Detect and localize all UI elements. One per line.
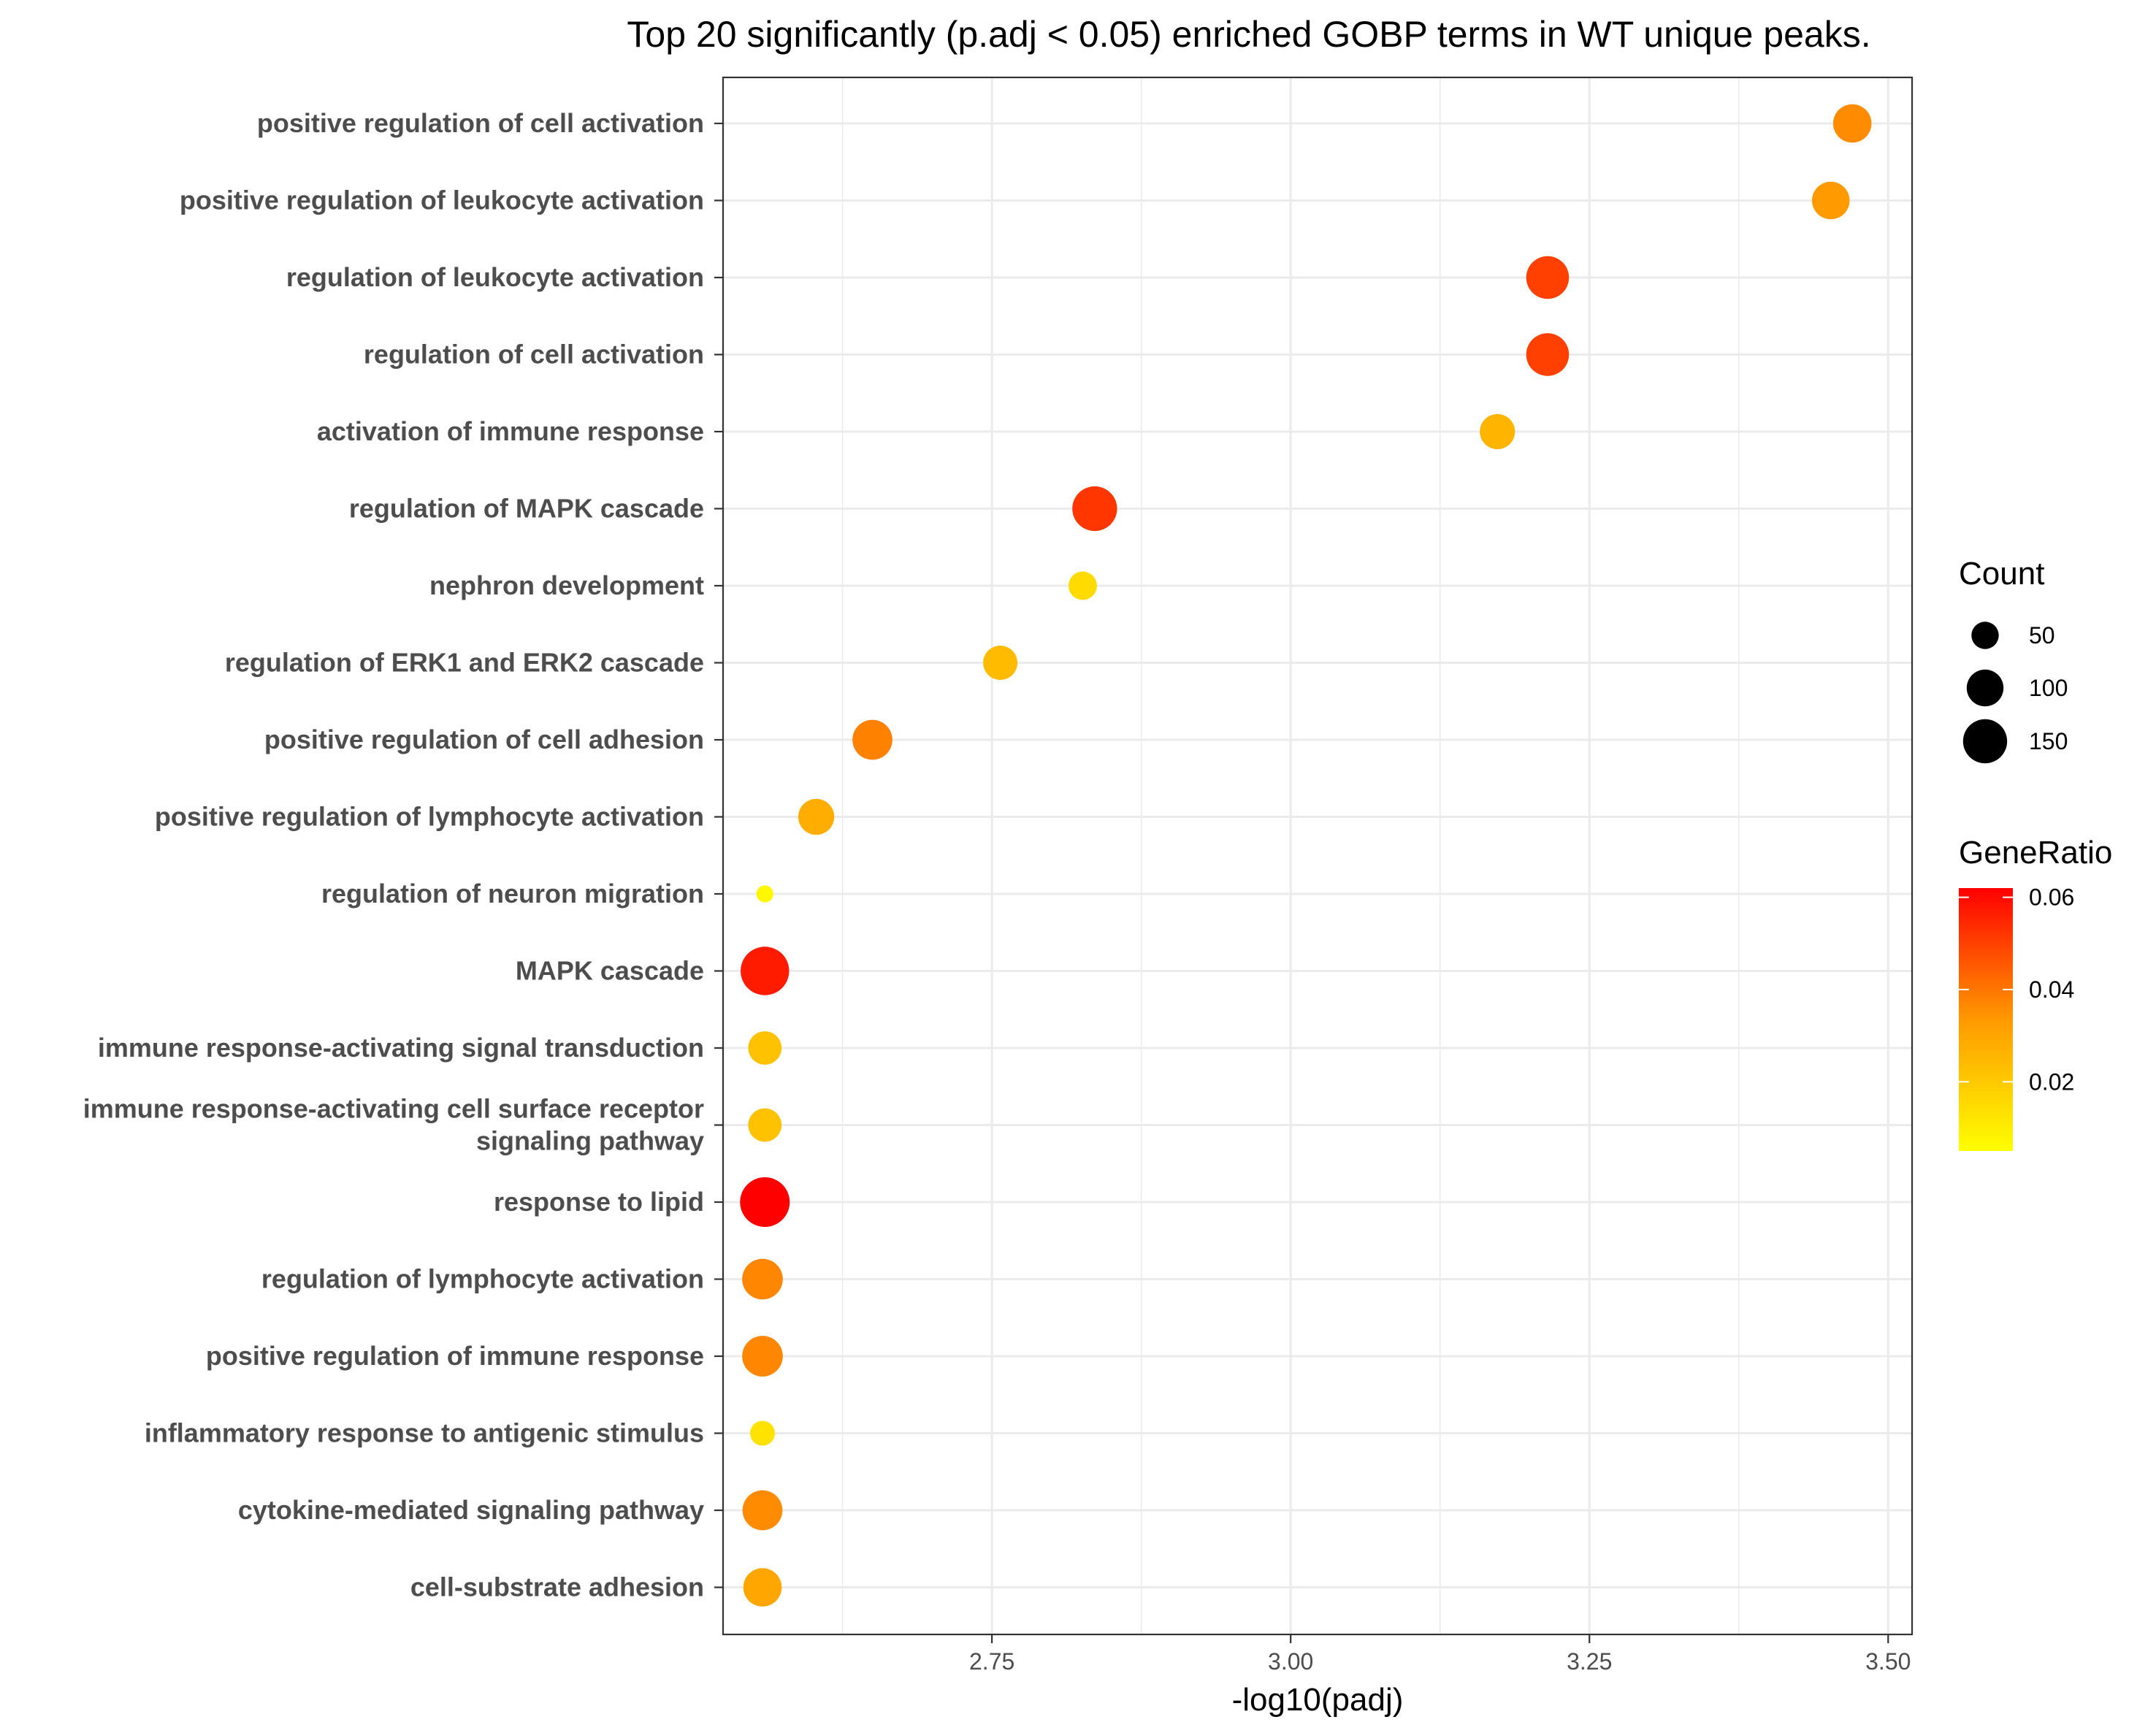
x-tick-label: 3.25 [1567, 1648, 1612, 1675]
category-label: regulation of cell activation [364, 340, 704, 370]
data-point [983, 646, 1018, 680]
data-point [748, 1031, 782, 1065]
category-label: MAPK cascade [516, 956, 704, 986]
data-point [748, 1108, 782, 1142]
category-label: positive regulation of lymphocyte activa… [155, 802, 704, 832]
category-label: regulation of leukocyte activation [286, 262, 704, 292]
category-label: activation of immune response [317, 416, 704, 446]
data-point [741, 946, 790, 995]
category-label: immune response-activating cell surface … [83, 1094, 704, 1156]
x-tick-layer: 2.75 3.00 3.25 3.50 [969, 1634, 1911, 1675]
category-label: response to lipid [494, 1187, 704, 1217]
category-label: positive regulation of cell adhesion [264, 724, 704, 754]
data-point [740, 1177, 790, 1228]
category-label: positive regulation of leukocyte activat… [180, 185, 704, 215]
color-legend: GeneRatio 0.02 0.04 0.06 [1959, 835, 2112, 1151]
category-label: regulation of neuron migration [321, 879, 704, 909]
data-point [742, 1336, 783, 1377]
x-tick-label: 3.00 [1268, 1648, 1313, 1675]
category-label: regulation of MAPK cascade [349, 494, 704, 524]
point-layer [740, 104, 1872, 1607]
data-point [1526, 333, 1570, 376]
data-point [743, 1568, 782, 1607]
color-legend-bar [1959, 888, 2013, 1151]
size-legend-key [1966, 669, 2004, 707]
category-label: inflammatory response to antigenic stimu… [145, 1418, 704, 1448]
size-legend-label: 100 [2029, 675, 2068, 701]
data-point [1832, 104, 1872, 143]
category-label: immune response-activating signal transd… [98, 1033, 704, 1063]
size-legend-label: 150 [2029, 728, 2068, 754]
data-point [742, 1258, 783, 1300]
color-legend-title: GeneRatio [1959, 835, 2112, 871]
size-legend-key [1971, 621, 1999, 649]
category-label: regulation of lymphocyte activation [261, 1264, 704, 1294]
color-legend-label: 0.02 [2029, 1068, 2074, 1095]
y-tick-layer [714, 122, 723, 1588]
category-label: cell-substrate adhesion [410, 1572, 704, 1602]
x-tick-label: 3.50 [1865, 1648, 1911, 1675]
data-point [756, 885, 773, 903]
x-axis-title: -log10(padj) [1232, 1682, 1404, 1718]
data-point [1069, 571, 1097, 600]
category-label: positive regulation of cell activation [257, 108, 704, 138]
data-point [1811, 181, 1850, 220]
data-point [1072, 486, 1117, 532]
category-label: regulation of ERK1 and ERK2 cascade [225, 648, 704, 678]
grid-layer [723, 77, 1912, 1634]
category-label: positive regulation of immune response [206, 1341, 704, 1371]
size-legend-label: 50 [2029, 622, 2055, 649]
size-legend-key [1962, 719, 2008, 764]
size-legend-title: Count [1959, 556, 2044, 592]
data-point [749, 1420, 776, 1446]
category-label-layer: positive regulation of cell activation po… [83, 108, 704, 1602]
x-tick-label: 2.75 [969, 1648, 1014, 1675]
data-point [1526, 256, 1570, 299]
category-label: nephron development [429, 570, 704, 600]
data-point [852, 719, 892, 760]
size-legend: Count 50 100 150 [1959, 556, 2068, 764]
category-label: cytokine-mediated signaling pathway [238, 1495, 704, 1525]
plot-panel-border [722, 76, 1914, 1636]
data-point [742, 1490, 783, 1531]
data-point [798, 798, 835, 835]
color-legend-label: 0.06 [2029, 884, 2074, 911]
chart-title: Top 20 significantly (p.adj < 0.05) enri… [627, 14, 1870, 55]
color-legend-label: 0.04 [2029, 976, 2074, 1003]
data-point [1480, 413, 1515, 450]
